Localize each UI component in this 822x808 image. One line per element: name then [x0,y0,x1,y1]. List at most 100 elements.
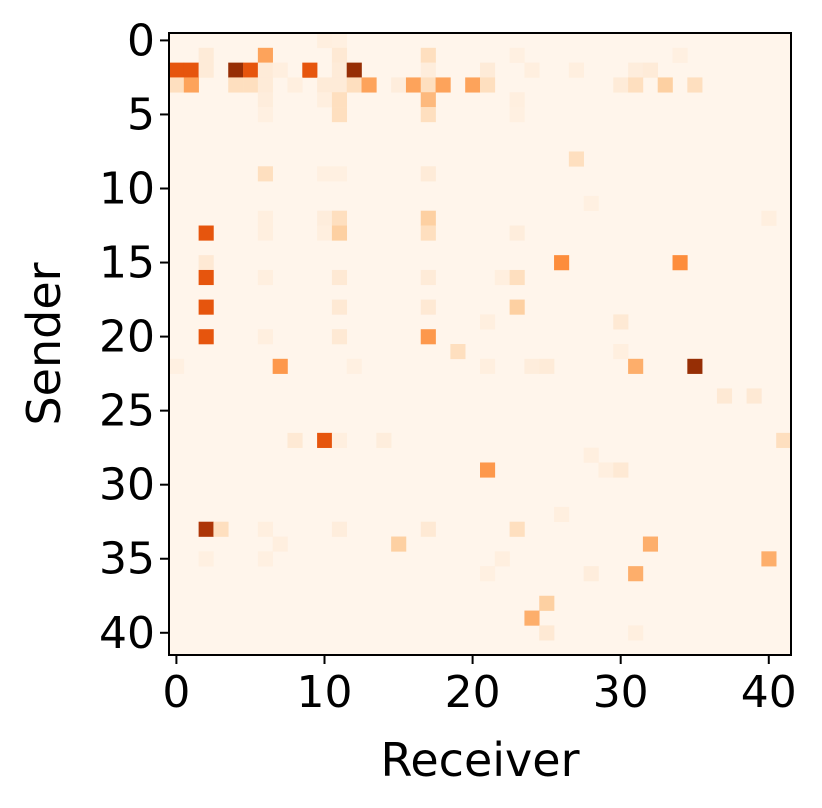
heatmap-cell [509,299,525,315]
heatmap-cell [420,299,436,315]
heatmap-cell [657,77,673,93]
heatmap-cell [420,166,436,182]
heatmap-cell [613,344,629,360]
heatmap-cell [198,225,214,241]
x-tick-label: 0 [162,667,190,718]
heatmap-cell [331,47,348,63]
heatmap-cell [494,269,510,286]
heatmap-cell [583,447,599,463]
heatmap-cell [257,47,273,63]
heatmap-cell [420,269,436,286]
heatmap-cell [198,269,214,286]
x-tick-label: 40 [741,667,797,718]
heatmap-cell [613,314,629,330]
heatmap-cell [346,358,362,374]
heatmap-cell [642,536,659,552]
heatmap-cell [450,344,466,360]
x-axis: 0 10 20 30 40 [162,655,797,718]
heatmap-cell [257,551,273,567]
heatmap-cell [331,432,348,448]
heatmap-cell [761,551,777,567]
heatmap-cell [539,625,555,641]
heatmap-cell [331,299,348,315]
heatmap-cell [613,77,629,93]
heatmap-cell [420,329,436,345]
y-tick-label: 5 [127,89,155,140]
heatmap-cell [331,77,348,93]
heatmap-cell [257,77,273,93]
heatmap-cell [554,506,570,523]
heatmap-cell [480,566,496,582]
heatmap-cell [257,166,273,182]
heatmap-cell [613,462,629,478]
heatmap-cell [539,595,555,611]
x-tick-label: 30 [593,667,649,718]
heatmap-cell [331,107,348,123]
heatmap-cell [272,536,288,552]
y-tick-label: 15 [99,238,155,289]
heatmap-cell [287,77,303,93]
heatmap-cell [509,47,525,63]
heatmap-cell [509,225,525,241]
heatmap-cell [554,255,570,271]
heatmap-cell [509,107,525,123]
heatmap-cell [198,299,214,315]
heatmap-cell [361,77,377,93]
heatmap-cell [228,62,244,78]
heatmap-cell [420,47,436,63]
heatmap-cell [776,432,792,448]
y-tick-label: 20 [99,312,155,363]
y-tick-label: 40 [99,608,155,659]
heatmap-cell [509,269,525,286]
heatmap-cell [494,551,510,567]
heatmap-cell [376,432,392,448]
heatmap-cell [317,432,333,448]
heatmap-cell [405,77,422,93]
heatmap-cell [480,462,496,478]
heatmap-cell [420,521,436,537]
heatmap-cell [331,329,348,345]
heatmap-cell [420,225,436,241]
y-tick-label: 25 [99,386,155,437]
x-tick-label: 10 [297,667,353,718]
heatmap-cell [687,77,703,93]
heatmap-cell [198,551,214,567]
heatmap-cell [672,47,688,63]
heatmap-cell [420,62,436,78]
heatmap-cell [198,62,214,78]
heatmap-cell [420,107,436,123]
x-tick-label: 20 [445,667,501,718]
heatmap-cell [435,77,451,93]
heatmap-cell [302,62,318,78]
heatmap-cell [568,151,584,167]
heatmap-cell [509,92,525,108]
heatmap-cell [213,521,229,537]
heatmap-cell [331,225,348,241]
heatmap-cell [331,33,348,49]
heatmap-cell [598,462,614,478]
heatmap-cell [331,92,348,108]
heatmap-cell [317,77,333,93]
heatmap-cell [272,62,288,78]
heatmap-cell [391,536,407,552]
heatmap-cell [243,77,259,93]
heatmap-cell [169,77,185,93]
heatmap-cell [169,358,185,374]
plot-frame [168,32,792,656]
heatmap-cell [183,62,199,78]
heatmap-cell [687,358,703,374]
y-axis: 0 5 10 15 20 25 30 35 40 [99,15,169,659]
heatmap-cell [391,77,407,93]
heatmap-cell [642,62,659,78]
heatmap-cell [183,77,199,93]
heatmap-cell [257,62,273,78]
heatmap-cell [346,77,362,93]
heatmap-cell [628,358,644,374]
heatmap-cell [272,358,288,374]
heatmap-cell [420,210,436,226]
heatmap-cell [716,388,733,404]
heatmap-cell [257,107,273,123]
heatmap-cell [480,77,496,93]
heatmap-cell [628,625,644,641]
